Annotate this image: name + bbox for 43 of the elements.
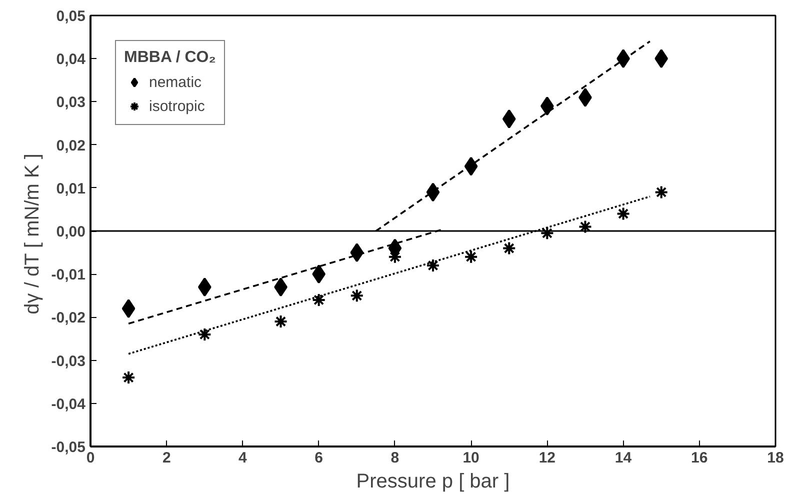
x-tick-label: 0 <box>86 450 95 466</box>
point <box>616 206 630 221</box>
legend-label: isotropic <box>149 98 205 114</box>
y-tick-label: -0,03 <box>51 352 86 370</box>
x-tick-label: 14 <box>614 450 632 466</box>
point <box>502 109 516 128</box>
x-tick-label: 12 <box>538 450 556 466</box>
x-tick-label: 2 <box>162 450 171 466</box>
y-tick-label: 0,01 <box>56 180 86 198</box>
x-tick-label: 18 <box>767 450 784 466</box>
point <box>274 314 288 329</box>
point <box>122 370 136 385</box>
x-tick-label: 6 <box>314 450 324 466</box>
x-tick-label: 10 <box>462 450 480 466</box>
point <box>122 299 136 318</box>
y-tick-label: -0,04 <box>51 396 86 413</box>
point <box>350 243 364 262</box>
x-tick-label: 16 <box>691 450 708 466</box>
point <box>540 226 554 240</box>
point <box>198 327 212 342</box>
y-tick-label: 0,02 <box>56 137 86 154</box>
legend-label: nematic <box>149 74 202 90</box>
y-tick-label: 0,03 <box>56 94 86 112</box>
x-tick-label: 8 <box>390 450 400 466</box>
y-axis-title: dγ / dT [ mN/m K ] <box>21 154 44 314</box>
y-tick-label: -0,05 <box>51 439 86 456</box>
y-tick-label: 0,04 <box>56 51 86 68</box>
point <box>654 185 668 200</box>
point <box>464 156 478 176</box>
point <box>502 241 516 256</box>
x-axis-title: Pressure p [ bar ] <box>356 470 510 492</box>
point <box>578 220 592 234</box>
y-tick-label: -0,01 <box>51 266 86 284</box>
point <box>312 292 326 307</box>
point <box>426 182 440 202</box>
y-tick-label: 0,05 <box>56 8 86 25</box>
y-tick-label: 0,00 <box>56 224 86 240</box>
y-tick-label: -0,02 <box>51 310 86 327</box>
point <box>464 250 478 264</box>
legend-title: MBBA / CO₂ <box>124 49 216 67</box>
point <box>350 288 364 303</box>
x-tick-label: 4 <box>238 450 248 466</box>
point <box>426 258 440 272</box>
